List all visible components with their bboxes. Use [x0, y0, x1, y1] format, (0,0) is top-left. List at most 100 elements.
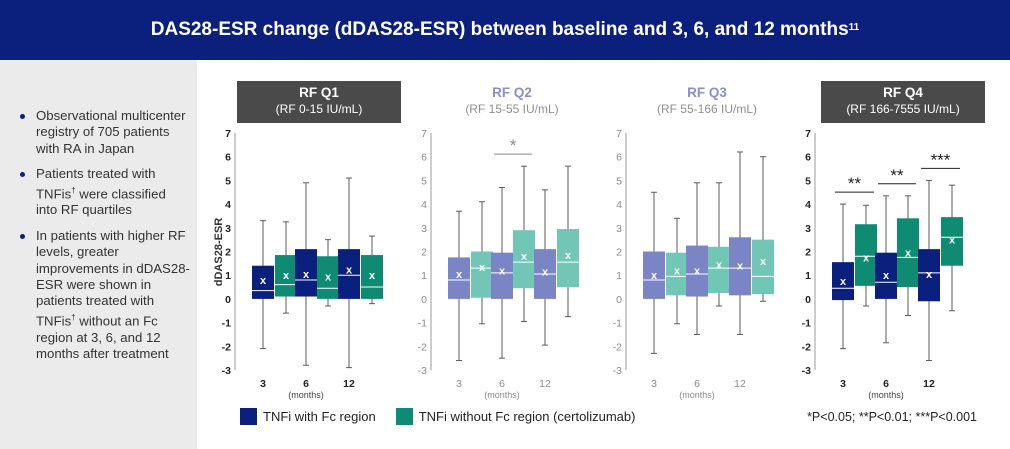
bullet-list: Observational multicenter registry of 70… [20, 108, 190, 371]
bullet-text: without an Fc region at 3, 6, and 12 mon… [36, 313, 169, 362]
mean-marker: x [760, 256, 767, 268]
bullet-text: were classified into RF quartiles [36, 186, 166, 218]
y-tick-label: -3 [418, 365, 427, 377]
legend: TNFi with Fc region TNFi without Fc regi… [240, 408, 635, 425]
mean-marker: x [521, 251, 528, 263]
x-tick-label: 12 [343, 378, 355, 390]
mean-marker: x [325, 271, 332, 283]
y-tick-label: -2 [613, 341, 622, 353]
legend-swatch-fc [240, 408, 257, 425]
mean-marker: x [716, 260, 723, 272]
mean-marker: x [863, 252, 870, 264]
box-fc [295, 249, 317, 297]
footnote-mark: † [71, 185, 76, 195]
legend-label-fc: TNFi with Fc region [263, 409, 376, 424]
mean-marker: x [369, 270, 376, 282]
box-fc [491, 252, 513, 299]
mean-marker: x [949, 235, 956, 247]
y-axis-label: dDAS28-ESR [213, 218, 225, 287]
y-tick-label: 1 [616, 270, 622, 282]
x-axis-label: (months) [868, 390, 904, 400]
y-tick-label: -2 [802, 341, 811, 353]
x-tick-label: 3 [651, 378, 657, 390]
panel-subtitle-text: (RF 55-166 IU/mL) [656, 102, 758, 116]
mean-marker: x [283, 270, 290, 282]
significance-stars: *** [931, 150, 951, 169]
legend-swatch-nofc [395, 408, 413, 425]
x-tick-label: 3 [260, 378, 266, 390]
y-tick-label: 2 [421, 247, 427, 259]
x-tick-label: 12 [923, 378, 935, 390]
significance-stars: ** [848, 174, 862, 193]
box-nofc [897, 218, 919, 288]
y-tick-label: 5 [225, 175, 231, 187]
significance-stars: ** [890, 166, 904, 185]
x-tick-label: 12 [734, 378, 746, 390]
sidebar-panel: Observational multicenter registry of 70… [0, 60, 197, 449]
panel-title-q3: RF Q3 (RF 55-166 IU/mL) [632, 85, 782, 117]
mean-marker: x [694, 265, 701, 277]
x-tick-label: 3 [840, 378, 846, 390]
bullet-text: In patients with higher RF levels, great… [36, 227, 190, 329]
y-tick-label: 0 [805, 294, 811, 306]
box-nofc [513, 230, 535, 289]
box-fc [686, 245, 708, 297]
y-tick-label: 7 [225, 128, 231, 140]
y-tick-label: 2 [225, 247, 231, 259]
y-tick-label: 2 [616, 247, 622, 259]
box-fc [338, 249, 360, 299]
bullet-dot-icon [20, 172, 25, 178]
x-axis-label: (months) [679, 390, 715, 400]
y-tick-label: 2 [805, 247, 811, 259]
y-tick-label: 6 [225, 152, 231, 164]
y-tick-label: 3 [421, 223, 427, 235]
y-tick-label: 1 [225, 270, 231, 282]
box-nofc [471, 251, 493, 298]
y-tick-label: 5 [805, 175, 811, 187]
y-tick-label: 5 [616, 175, 622, 187]
mean-marker: x [542, 267, 549, 279]
y-tick-label: 7 [421, 128, 427, 140]
box-nofc [361, 255, 383, 299]
mean-marker: x [651, 270, 658, 282]
mean-marker: x [303, 269, 310, 281]
y-tick-label: 3 [616, 223, 622, 235]
y-tick-label: 6 [616, 152, 622, 164]
mean-marker: x [905, 248, 912, 260]
mean-marker: x [565, 250, 572, 262]
significance-note: *P<0.05; **P<0.01; ***P<0.001 [807, 410, 977, 424]
box-nofc [666, 252, 688, 296]
panel-subtitle-text: (RF 0-15 IU/mL) [275, 102, 363, 116]
box-fc [875, 252, 897, 299]
panel-title-q1: RF Q1 (RF 0-15 IU/mL) [237, 81, 401, 123]
y-tick-label: 3 [225, 223, 231, 235]
chart-header: DAS28-ESR change (dDAS28-ESR) between ba… [0, 0, 1010, 60]
bullet-dot-icon [20, 114, 25, 119]
box-fc [643, 251, 665, 299]
y-tick-label: 0 [225, 294, 231, 306]
box-nofc [855, 224, 877, 286]
legend-label-nofc: TNFi without Fc region (certolizumab) [418, 409, 636, 424]
y-tick-label: 4 [805, 199, 811, 211]
panel-title-text: RF Q2 [492, 85, 532, 100]
y-tick-label: -1 [802, 318, 811, 330]
mean-marker: x [674, 265, 681, 277]
x-tick-label: 6 [883, 378, 889, 390]
y-tick-label: 6 [421, 152, 427, 164]
y-tick-label: 3 [805, 223, 811, 235]
y-tick-label: -3 [222, 365, 231, 377]
y-tick-label: 6 [805, 152, 811, 164]
bullet-dot-icon [20, 233, 25, 239]
bullet-text: Patients treated with TNFis [36, 166, 156, 202]
panel-title-text: RF Q1 [299, 85, 339, 100]
y-tick-label: 0 [421, 294, 427, 306]
panel-title-text: RF Q4 [883, 85, 923, 100]
y-tick-label: -2 [418, 341, 427, 353]
y-tick-label: 7 [616, 128, 622, 140]
y-tick-label: 7 [805, 128, 811, 140]
box-fc [729, 237, 751, 296]
box-nofc [275, 255, 297, 297]
mean-marker: x [479, 262, 486, 274]
bullet-item: Observational multicenter registry of 70… [20, 108, 190, 157]
y-tick-label: -3 [802, 365, 811, 377]
